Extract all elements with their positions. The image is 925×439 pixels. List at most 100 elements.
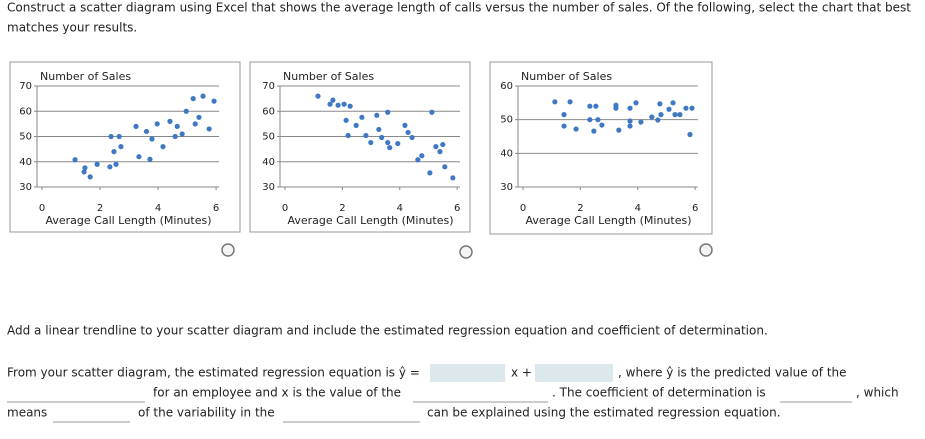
x-tick-label: 4: [397, 203, 403, 214]
sentence-text: for an employee and x is the value of th…: [153, 386, 401, 400]
x-tick-label: 0: [39, 203, 45, 214]
scatter-point: [116, 133, 122, 140]
scatter-point: [149, 136, 155, 142]
x-tick-label: 2: [339, 203, 345, 214]
instruction: Add a linear trendline to your scatter d…: [7, 324, 768, 338]
scatter-point: [315, 93, 321, 99]
scatter-point: [87, 174, 93, 180]
scatter-point: [395, 140, 401, 147]
y-tick-label: 40: [500, 148, 513, 159]
scatter-point: [192, 121, 198, 127]
scatter-point: [440, 141, 446, 148]
y-tick-label: 50: [19, 132, 32, 143]
y-tick-label: 30: [262, 182, 275, 193]
scatter-point: [429, 109, 435, 115]
scatter-point: [160, 144, 166, 150]
scatter-point: [111, 149, 117, 155]
input-box[interactable]: [430, 364, 505, 382]
scatter-point: [573, 126, 579, 132]
scatter-point: [335, 102, 341, 108]
radio-button[interactable]: [221, 243, 235, 257]
y-tick-label: 50: [500, 115, 513, 126]
scatter-point: [633, 100, 639, 106]
scatter-point: [689, 105, 695, 111]
input-box[interactable]: [535, 364, 613, 382]
scatter-point: [616, 127, 622, 133]
scatter-point: [442, 164, 448, 170]
scatter-point: [211, 98, 217, 104]
scatter-point: [113, 161, 119, 167]
y-tick-label: 40: [19, 157, 32, 168]
sentence-text: From your scatter diagram, the estimated…: [7, 366, 420, 380]
scatter-point: [595, 117, 601, 123]
scatter-point: [190, 96, 196, 102]
scatter-point: [167, 118, 173, 124]
x-axis-label: Average Call Length (Minutes): [45, 214, 211, 227]
scatter-point: [341, 101, 347, 107]
scatter-point: [327, 101, 333, 107]
scatter-point: [379, 134, 385, 141]
scatter-point: [330, 97, 336, 103]
scatter-point: [587, 117, 593, 123]
sentence-text: , where ŷ is the predicted value of the: [618, 366, 847, 380]
y-tick-label: 30: [500, 182, 513, 193]
scatter-point: [677, 112, 683, 118]
scatter-point: [374, 112, 380, 118]
scatter-point: [82, 165, 88, 171]
scatter-point: [172, 133, 178, 140]
scatter-point: [552, 99, 558, 105]
scatter-point: [81, 169, 87, 175]
sentence-text: x +: [511, 366, 532, 380]
scatter-point: [655, 117, 661, 123]
radio-button[interactable]: [459, 245, 473, 259]
question-cont: matches your results.: [7, 21, 137, 35]
scatter-point: [666, 106, 672, 112]
scatter-point: [154, 121, 160, 127]
y-tick-label: 60: [262, 106, 275, 117]
scatter-point: [627, 118, 633, 124]
scatter-point: [450, 175, 456, 181]
scatter-point: [567, 99, 573, 105]
scatter-point: [658, 112, 664, 118]
scatter-point: [627, 123, 633, 129]
scatter-point: [561, 112, 567, 118]
scatter-point: [587, 103, 593, 109]
scatter-point: [179, 131, 185, 137]
scatter-point: [649, 114, 655, 120]
sentence-text: of the variability in the: [138, 406, 275, 420]
scatter-point: [409, 134, 415, 141]
scatter-point: [638, 119, 644, 125]
scatter-point: [385, 109, 391, 115]
chart-title: Number of Sales: [521, 70, 612, 83]
scatter-point: [108, 133, 114, 140]
y-tick-label: 30: [19, 182, 32, 193]
scatter-point: [670, 100, 676, 106]
scatter-point: [353, 122, 359, 128]
scatter-point: [174, 123, 180, 129]
scatter-point: [72, 157, 78, 163]
x-tick-label: 6: [213, 203, 219, 214]
x-tick-label: 2: [577, 203, 583, 214]
scatter-point: [415, 157, 421, 163]
chart-frame: [9, 61, 241, 233]
scatter-point: [107, 164, 113, 170]
scatter-point: [363, 132, 369, 139]
scatter-point: [672, 112, 678, 118]
x-axis-label: Average Call Length (Minutes): [525, 214, 691, 227]
scatter-point: [387, 145, 393, 151]
sentence-text: can be explained using the estimated reg…: [427, 406, 781, 420]
y-tick-label: 50: [262, 132, 275, 143]
radio-button[interactable]: [699, 243, 713, 257]
x-axis-label: Average Call Length (Minutes): [287, 214, 453, 227]
scatter-point: [405, 129, 411, 136]
scatter-point: [196, 114, 202, 120]
scatter-point: [402, 122, 408, 128]
y-tick-label: 70: [19, 81, 32, 92]
scatter-point: [613, 105, 619, 111]
scatter-point: [419, 153, 425, 159]
scatter-point: [593, 103, 599, 109]
scatter-point: [359, 114, 365, 120]
scatter-point: [385, 139, 391, 146]
scatter-point: [599, 122, 605, 128]
scatter-point: [561, 123, 567, 129]
